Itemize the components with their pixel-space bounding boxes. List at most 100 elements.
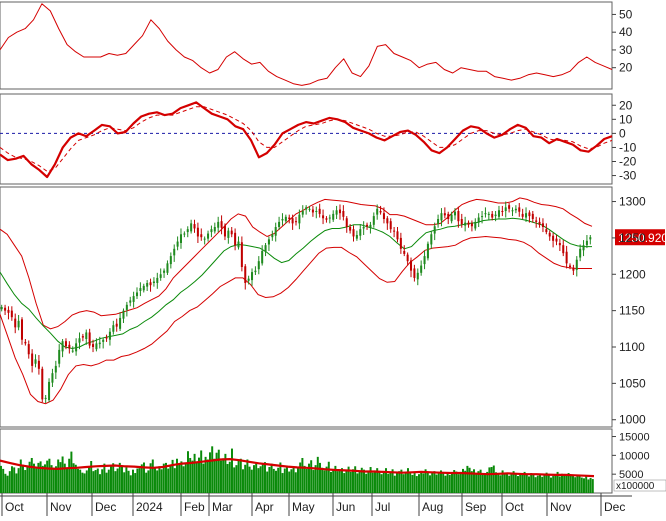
volume-bar: [160, 469, 163, 493]
volume-bar: [204, 456, 207, 493]
volume-bar: [169, 465, 172, 493]
volume-bar: [107, 469, 110, 493]
candle-body: [4, 307, 7, 311]
candle-body: [251, 272, 254, 281]
candle-body: [20, 319, 24, 340]
volume-bar: [319, 462, 321, 493]
volume-bar: [554, 474, 557, 493]
candle-body: [399, 237, 402, 249]
volume-bar: [283, 468, 286, 493]
price-tick-label: 1100: [619, 340, 645, 354]
volume-bar: [332, 469, 335, 493]
volume-bar: [143, 462, 145, 493]
candle-body: [447, 213, 450, 219]
volume-bar: [451, 472, 453, 493]
candle-body: [183, 233, 186, 235]
candle-body: [68, 344, 71, 349]
volume-bar: [583, 478, 585, 493]
volume-bar: [118, 462, 121, 493]
volume-bar: [479, 469, 482, 493]
volume-bar: [94, 470, 97, 493]
volume-bar: [473, 469, 475, 493]
candle-body: [237, 241, 240, 248]
volume-bar: [541, 476, 544, 493]
volume-bar: [50, 465, 53, 493]
volume-bar: [253, 465, 255, 493]
volume-bar: [422, 473, 425, 493]
x-tick-label: Oct: [5, 500, 24, 514]
volume-bar: [277, 467, 280, 493]
volume-bar: [407, 468, 409, 493]
volume-bar: [402, 474, 405, 493]
volume-bar: [70, 451, 73, 493]
candle-body: [75, 343, 78, 352]
candle-body: [78, 338, 81, 343]
candle-body: [41, 368, 44, 400]
volume-bar: [398, 471, 401, 493]
candle-body: [267, 239, 270, 245]
candle-body: [0, 307, 3, 310]
volume-bar: [288, 471, 291, 493]
candle-body: [298, 214, 301, 224]
candle-body: [508, 205, 511, 209]
volume-bar: [519, 473, 522, 493]
candle-body: [423, 256, 426, 265]
candle-body: [393, 230, 396, 232]
volume-bar: [41, 465, 44, 493]
candle-body: [501, 211, 504, 212]
candle-body: [44, 397, 47, 399]
volume-bar: [24, 470, 27, 493]
macd-tick-label: -20: [619, 155, 637, 169]
candle-body: [538, 221, 541, 225]
candle-body: [51, 373, 54, 383]
volume-bar: [125, 467, 128, 493]
volume-bar: [525, 473, 528, 493]
candle-body: [555, 238, 558, 242]
volume-bar: [81, 472, 84, 493]
candle-body: [589, 237, 592, 240]
volume-bar: [184, 463, 187, 493]
volume-bar: [437, 471, 440, 493]
volume-bar: [404, 472, 407, 493]
volume-bar: [301, 457, 304, 493]
volume-bar: [393, 475, 396, 493]
candle-body: [484, 213, 487, 215]
volume-bar: [409, 472, 412, 493]
volume-bar: [213, 458, 216, 493]
volume-bar: [523, 471, 526, 493]
candle-body: [521, 213, 524, 217]
volume-bar: [187, 451, 189, 493]
candle-body: [176, 241, 179, 247]
candle-body: [322, 215, 325, 219]
macd-tick-label: -10: [619, 140, 637, 154]
candle-body: [430, 234, 433, 245]
candle-body: [338, 209, 341, 214]
candle-body: [440, 213, 443, 221]
candle-body: [95, 343, 98, 350]
volume-bar: [52, 467, 55, 493]
volume-bar: [13, 467, 16, 493]
last-price-tag: [615, 229, 665, 246]
volume-bar: [413, 473, 416, 493]
volume-bar: [30, 457, 33, 493]
volume-bar: [6, 475, 9, 493]
candle-body: [467, 222, 470, 225]
volume-bar: [270, 463, 273, 493]
candle-body: [17, 320, 20, 328]
candle-body: [152, 281, 155, 283]
volume-bar: [396, 473, 398, 493]
volume-bar: [303, 465, 306, 493]
volume-bar: [22, 464, 24, 493]
candle-body: [159, 274, 162, 278]
volume-bar: [226, 464, 229, 493]
candle-body: [413, 268, 416, 278]
x-tick-label: Nov: [50, 500, 71, 514]
candle-body: [565, 251, 568, 264]
volume-bar: [481, 473, 484, 493]
volume-bar: [431, 472, 434, 493]
candle-body: [315, 211, 318, 212]
bollinger-middle-band: [0, 217, 592, 350]
volume-bar: [420, 471, 423, 493]
